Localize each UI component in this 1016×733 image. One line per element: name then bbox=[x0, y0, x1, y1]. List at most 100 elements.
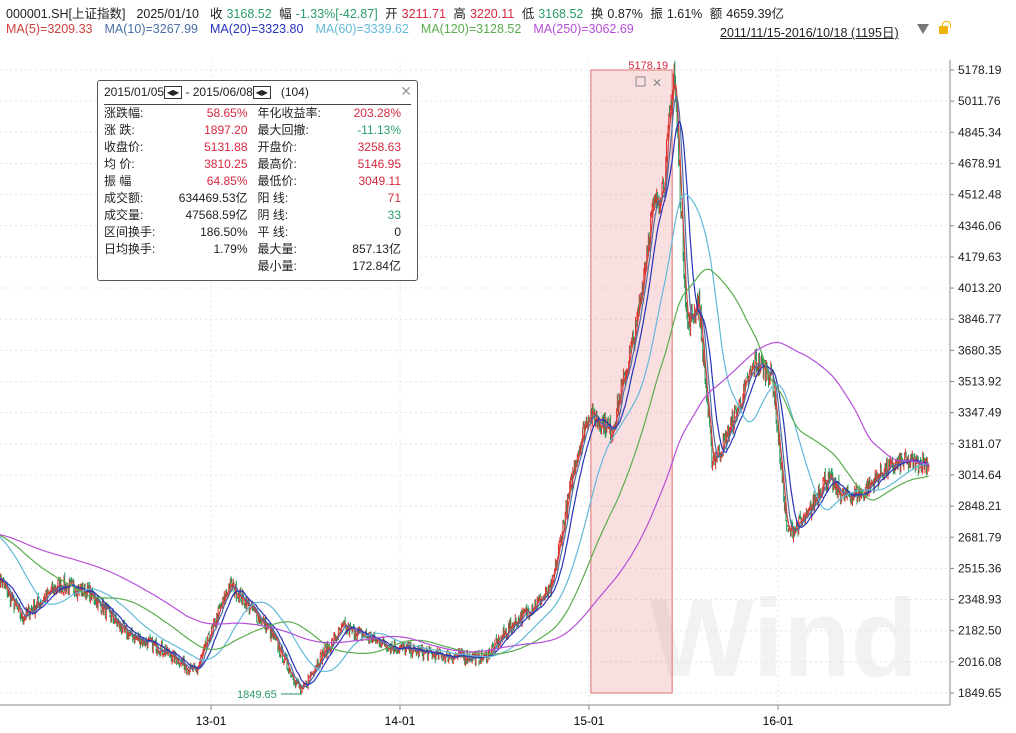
x-tick-label: 14-01 bbox=[385, 714, 416, 728]
stat-value: 71 bbox=[387, 191, 401, 205]
stat-row: 涨 跌: 1897.20 bbox=[104, 122, 248, 139]
selected-interval bbox=[590, 69, 673, 694]
stat-row: 区间换手: 186.50% bbox=[104, 224, 248, 241]
change-value: -1.33%[-42.87] bbox=[295, 7, 378, 21]
stat-label: 平 线: bbox=[257, 225, 289, 239]
stat-row: 最低价: 3049.11 bbox=[258, 173, 402, 190]
dropdown-triangle-icon[interactable] bbox=[917, 24, 929, 34]
stat-label: 涨跌幅: bbox=[104, 106, 144, 120]
turnover-value: 0.87% bbox=[607, 7, 643, 21]
stat-row: 阴 线: 33 bbox=[258, 207, 402, 224]
stat-label: 最低价: bbox=[257, 174, 297, 188]
stat-value: 857.13亿 bbox=[352, 242, 401, 256]
stat-value: 1.79% bbox=[213, 242, 248, 256]
stat-row: 年化收益率: 203.28% bbox=[258, 105, 402, 122]
stat-value: 33 bbox=[387, 208, 401, 222]
stat-row: 收盘价: 5131.88 bbox=[104, 139, 248, 156]
stat-value: 3258.63 bbox=[357, 140, 401, 154]
y-tick-label: 2348.93 bbox=[958, 593, 1002, 607]
stat-row: 日均换手: 1.79% bbox=[104, 241, 248, 258]
y-tick-label: 2016.08 bbox=[958, 655, 1002, 669]
min-price-annotation: 1849.65 bbox=[237, 689, 277, 701]
ma-legend-item: MA(60)=3339.62 bbox=[315, 22, 409, 36]
ma-legend: MA(5)=3209.33 MA(10)=3267.99 MA(20)=3323.8… bbox=[6, 22, 646, 36]
stat-label: 成交额: bbox=[104, 191, 144, 205]
stat-label: 收盘价: bbox=[104, 140, 144, 154]
ma-line-ma250 bbox=[0, 341, 929, 653]
stat-label: 开盘价: bbox=[257, 140, 297, 154]
stat-label: 最小量: bbox=[257, 259, 297, 273]
open-value: 3211.71 bbox=[401, 7, 446, 21]
stat-label: 成交量: bbox=[104, 208, 144, 222]
stat-value: 172.84亿 bbox=[352, 259, 401, 273]
shift-start-arrows-icon[interactable]: ◀▶ bbox=[164, 86, 183, 100]
watermark: Wind bbox=[650, 577, 918, 700]
ma-line-ma60 bbox=[0, 193, 929, 673]
y-tick-label: 4013.20 bbox=[958, 281, 1002, 295]
stat-value: 3810.25 bbox=[204, 157, 248, 171]
security-code: 000001.SH[上证指数] bbox=[6, 7, 126, 21]
stat-label: 年化收益率: bbox=[257, 106, 321, 120]
amplitude-value: 1.61% bbox=[666, 7, 703, 21]
stat-label: 均 价: bbox=[104, 157, 135, 171]
low-value: 3168.52 bbox=[538, 7, 584, 21]
amplitude-label: 振 bbox=[650, 7, 663, 21]
shift-end-arrows-icon[interactable]: ◀▶ bbox=[252, 86, 271, 100]
stat-label: 阴 线: bbox=[257, 208, 289, 222]
close-selection-icon: ✕ bbox=[652, 76, 662, 90]
stat-value: -11.13% bbox=[357, 123, 401, 137]
stat-value: 1897.20 bbox=[204, 123, 248, 137]
stat-row: 最小量: 172.84亿 bbox=[258, 258, 402, 275]
turnover-label: 换 bbox=[590, 7, 604, 21]
y-tick-label: 3014.64 bbox=[958, 468, 1002, 482]
x-tick-label: 16-01 bbox=[763, 714, 794, 728]
ma-legend-item: MA(5)=3209.33 bbox=[6, 22, 93, 36]
stat-label: 阳 线: bbox=[257, 191, 289, 205]
quote-header: 000001.SH[上证指数] 2025/01/10 收 3168.52 幅 -1.… bbox=[6, 3, 788, 22]
y-tick-label: 2515.36 bbox=[958, 561, 1002, 575]
stat-value: 5131.88 bbox=[204, 140, 248, 154]
stat-value: 0 bbox=[394, 225, 401, 239]
interval-start-date: 2015/01/05 bbox=[104, 85, 165, 99]
low-label: 低 bbox=[521, 7, 535, 21]
y-tick-label: 1849.65 bbox=[958, 686, 1002, 700]
ma-legend-item: MA(10)=3267.99 bbox=[104, 22, 198, 36]
stat-value: 3049.11 bbox=[358, 174, 402, 188]
ma-legend-item: MA(250)=3062.69 bbox=[533, 22, 634, 36]
close-icon[interactable]: ✕ bbox=[400, 83, 412, 99]
x-tick-label: 15-01 bbox=[574, 714, 605, 728]
stat-row: 成交额: 634469.53亿 bbox=[104, 190, 248, 207]
max-price-annotation: 5178.19 bbox=[628, 60, 668, 72]
stat-label: 最高价: bbox=[257, 157, 297, 171]
y-tick-label: 4678.91 bbox=[958, 156, 1002, 170]
quote-date: 2025/01/10 bbox=[136, 7, 200, 21]
maximize-icon bbox=[635, 76, 646, 87]
high-label: 高 bbox=[453, 7, 466, 21]
y-tick-label: 4179.63 bbox=[958, 250, 1002, 264]
stat-row: 开盘价: 3258.63 bbox=[258, 139, 402, 156]
interval-day-count: (104) bbox=[280, 85, 309, 99]
y-tick-label: 3846.77 bbox=[958, 312, 1002, 326]
y-tick-label: 2681.79 bbox=[958, 530, 1002, 544]
y-tick-label: 4512.48 bbox=[958, 188, 1002, 202]
date-range-selector[interactable]: 2011/11/15-2016/10/18 (1195日) bbox=[720, 26, 899, 40]
stat-label: 日均换手: bbox=[104, 242, 156, 256]
lock-icon[interactable] bbox=[939, 21, 951, 34]
date-separator: - bbox=[185, 85, 190, 99]
close-label: 收 bbox=[209, 7, 223, 21]
stat-row: 最高价: 5146.95 bbox=[258, 156, 402, 173]
y-tick-label: 3347.49 bbox=[958, 406, 1002, 420]
stat-row: 均 价: 3810.25 bbox=[104, 156, 248, 173]
interval-stats-panel: 2015/01/05 ◀▶ - 2015/06/08 ◀▶ (104) ✕ 涨跌幅:… bbox=[97, 80, 418, 281]
y-tick-label: 4845.34 bbox=[958, 125, 1002, 139]
close-value: 3168.52 bbox=[226, 7, 272, 21]
stat-label: 最大回撤: bbox=[257, 123, 309, 137]
stat-value: 58.65% bbox=[206, 106, 248, 120]
y-tick-label: 2182.50 bbox=[958, 624, 1002, 638]
stat-label: 区间换手: bbox=[104, 225, 156, 239]
stat-row: 振 幅 64.85% bbox=[104, 173, 248, 190]
stat-label: 最大量: bbox=[257, 242, 297, 256]
y-tick-label: 5178.19 bbox=[958, 63, 1002, 77]
stat-row: 最大回撤: -11.13% bbox=[258, 122, 402, 139]
